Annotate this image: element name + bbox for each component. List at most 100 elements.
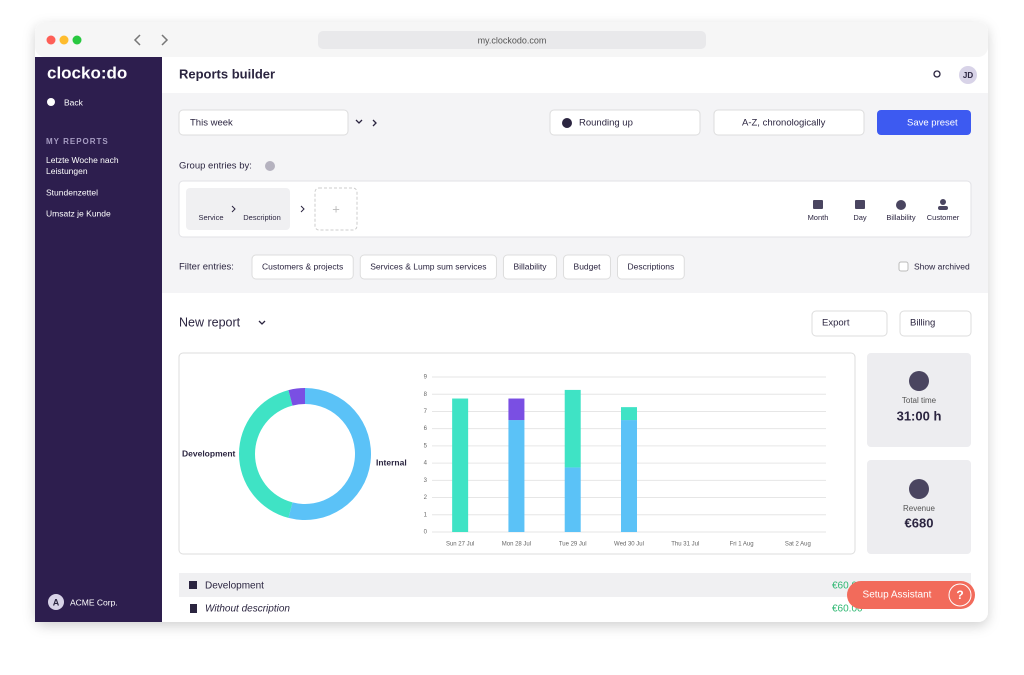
period-select[interactable]: [178, 109, 349, 136]
url-bar[interactable]: [318, 31, 706, 49]
report-link[interactable]: Stundenzettel: [46, 187, 98, 197]
group-option[interactable]: Billability: [886, 213, 915, 222]
group-option[interactable]: Month: [808, 213, 829, 222]
group-option[interactable]: Day: [853, 213, 867, 222]
back[interactable]: Back: [64, 97, 84, 107]
add-group[interactable]: [314, 187, 358, 231]
avatar[interactable]: [959, 66, 977, 84]
sorting-select[interactable]: [713, 109, 865, 136]
filter-label: Filter entries:: [179, 262, 234, 273]
y-tick-label: 6: [424, 426, 428, 432]
y-tick-label: 4: [424, 461, 428, 467]
search[interactable]: [933, 70, 941, 78]
account-avatar[interactable]: [48, 594, 64, 610]
row-amount: €60.00: [832, 581, 863, 592]
setup-label: Setup Assistant: [863, 590, 932, 601]
revenue-value: €680: [905, 515, 934, 530]
filter-button[interactable]: [251, 254, 354, 280]
rounding: Rounding up: [579, 118, 633, 129]
bar-segment: [508, 398, 525, 421]
group-label: Group entries by:: [179, 161, 252, 172]
archived-label: Show archived: [914, 261, 970, 271]
selected-groups[interactable]: [186, 188, 290, 230]
donut-label: Internal: [376, 457, 407, 467]
add-icon: +: [332, 201, 340, 216]
row-label: Development: [205, 581, 264, 592]
help-mark: ?: [956, 588, 963, 602]
y-tick-label: 3: [424, 478, 428, 484]
y-tick-label: 2: [424, 495, 428, 501]
donut-slice: [288, 388, 372, 520]
revenue-label: Revenue: [903, 504, 936, 513]
y-tick-label: 0: [424, 530, 428, 536]
archived-checkbox[interactable]: [898, 261, 909, 272]
logo[interactable]: clocko:do: [47, 63, 127, 82]
zoom[interactable]: [72, 35, 82, 45]
group-chip: Service: [198, 213, 223, 222]
report-link[interactable]: Letzte Woche nach Leistungen: [46, 155, 156, 181]
filter-button[interactable]: [616, 254, 685, 280]
filter-label: Customers & projects: [262, 261, 343, 271]
y-tick-label: 9: [424, 375, 428, 381]
bar-segment: [564, 389, 581, 468]
filter-button[interactable]: [563, 254, 611, 280]
x-tick-label: Tue 29 Jul: [559, 542, 587, 548]
donut-label: Development: [182, 448, 236, 458]
setup-button[interactable]: [847, 581, 975, 609]
billing-button[interactable]: [899, 310, 972, 337]
filter-label: Budget: [574, 261, 602, 271]
bar-segment: [564, 467, 581, 532]
export-button[interactable]: [811, 310, 888, 337]
period-arrows[interactable]: [355, 119, 377, 127]
account[interactable]: ACME Corp.: [70, 597, 118, 607]
revenue-card: [867, 460, 971, 554]
bar-segment: [508, 420, 525, 532]
billing: Billing: [910, 318, 935, 329]
period: This week: [190, 118, 233, 129]
x-tick-label: Sun 27 Jul: [446, 542, 474, 548]
bar-segment: [621, 407, 637, 421]
minimize[interactable]: [59, 35, 69, 45]
filter-label: Descriptions: [627, 261, 674, 271]
total-label: Total time: [902, 396, 937, 405]
row-label: Without description: [205, 604, 290, 615]
nav-arrows[interactable]: [133, 34, 169, 46]
filter-button[interactable]: [502, 254, 558, 280]
filter-label: Billability: [513, 261, 547, 271]
bar-segment: [452, 398, 469, 532]
x-tick-label: Thu 31 Jul: [671, 542, 699, 548]
url: my.clockodo.com: [478, 35, 547, 45]
rounding-icon: [562, 118, 572, 128]
y-tick-label: 8: [424, 392, 428, 398]
group-chip: Description: [243, 213, 281, 222]
row-amount: €60.00: [832, 604, 863, 615]
title-chevron[interactable]: [258, 320, 266, 325]
report-link[interactable]: Umsatz je Kunde: [46, 208, 111, 218]
info-icon[interactable]: [265, 161, 275, 171]
donut-slice: [239, 390, 293, 518]
table-row[interactable]: [179, 573, 971, 597]
avatar-initials: JD: [963, 71, 973, 80]
clock-icon: [909, 371, 929, 391]
x-tick-label: Fri 1 Aug: [730, 542, 754, 548]
x-tick-label: Mon 28 Jul: [502, 542, 531, 548]
row-icon: [189, 581, 197, 589]
help-icon[interactable]: [948, 583, 972, 607]
group-option[interactable]: Customer: [927, 213, 960, 222]
export: Export: [822, 318, 850, 329]
account-initial: A: [53, 597, 60, 607]
chevrons: [231, 205, 305, 213]
close[interactable]: [46, 35, 56, 45]
donut-slice: [288, 388, 305, 406]
y-tick-label: 7: [424, 409, 428, 415]
save-button[interactable]: [877, 110, 971, 135]
filter-button[interactable]: [359, 254, 497, 280]
x-tick-label: Wed 30 Jul: [614, 542, 644, 548]
rounding-select[interactable]: [549, 109, 701, 136]
page-title: Reports builder: [179, 66, 275, 81]
y-tick-label: 1: [424, 512, 428, 518]
row-icon: [190, 604, 197, 613]
sorting: A-Z, chronologically: [742, 118, 826, 129]
report-title[interactable]: New report: [179, 315, 241, 329]
